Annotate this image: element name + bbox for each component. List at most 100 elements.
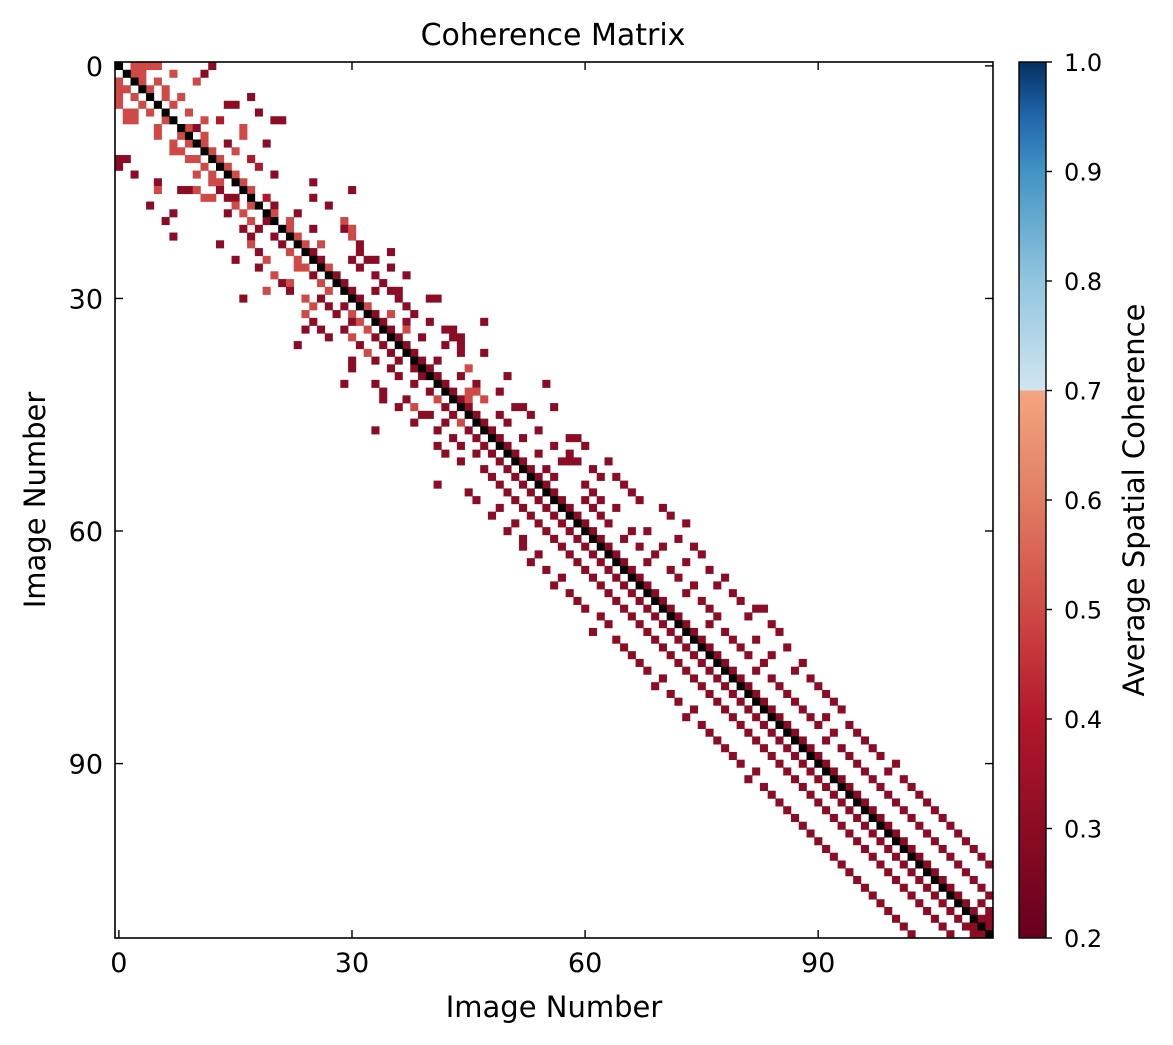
heatmap-cell (192, 155, 201, 164)
heatmap-cell (891, 829, 901, 838)
heatmap-cell (938, 899, 947, 908)
heatmap-cell (216, 155, 225, 164)
heatmap-cell (759, 720, 768, 729)
heatmap-cell (394, 372, 403, 381)
colorbar-tick-label: 0.7 (1064, 378, 1102, 406)
heatmap-cell (247, 93, 256, 102)
heatmap-cell (130, 170, 139, 179)
heatmap-cell (177, 93, 186, 102)
heatmap-cell (153, 62, 162, 71)
heatmap-cell (876, 782, 885, 792)
heatmap-cell (689, 627, 699, 636)
heatmap-cell (526, 410, 535, 419)
heatmap-cell (837, 860, 846, 869)
heatmap-cell (573, 457, 582, 466)
heatmap-cell (651, 550, 660, 559)
heatmap-cell (216, 178, 225, 187)
heatmap-cell (682, 666, 691, 675)
heatmap-cell (845, 868, 854, 877)
heatmap-cell (674, 573, 683, 582)
heatmap-cell (348, 286, 357, 295)
heatmap-cell (278, 240, 287, 249)
heatmap-cell (208, 178, 217, 187)
heatmap-cell (860, 821, 869, 830)
diagonal-cell (954, 899, 963, 908)
heatmap-cell (744, 682, 753, 691)
heatmap-cell (643, 527, 652, 536)
heatmap-cell (884, 844, 893, 854)
heatmap-cell (472, 410, 481, 419)
heatmap-cell (472, 387, 481, 396)
heatmap-cell (604, 457, 613, 466)
diagonal-cell (845, 790, 854, 799)
diagonal-cell (573, 519, 582, 528)
heatmap-cell (324, 201, 333, 210)
heatmap-cell (216, 116, 225, 125)
heatmap-cell (542, 465, 551, 474)
heatmap-cell (348, 364, 357, 373)
diagonal-cell (146, 93, 155, 102)
heatmap-cell (262, 217, 271, 226)
heatmap-cell (550, 511, 559, 520)
diagonal-cell (565, 511, 574, 520)
heatmap-cell (425, 410, 434, 419)
heatmap-cell (480, 317, 489, 326)
heatmap-cell (627, 565, 636, 574)
heatmap-cell (581, 542, 590, 551)
heatmap-cell (456, 372, 465, 381)
heatmap-cell (790, 666, 800, 675)
heatmap-cell (620, 643, 629, 652)
heatmap-cell (775, 682, 784, 691)
heatmap-cell (752, 635, 761, 644)
heatmap-cell (456, 457, 465, 466)
heatmap-cell (891, 875, 901, 885)
diagonal-cell (915, 860, 924, 869)
heatmap-cell (868, 829, 877, 838)
diagonal-cell (519, 465, 528, 474)
heatmap-cell (371, 356, 380, 365)
heatmap-cell (930, 806, 939, 815)
heatmap-cell (130, 62, 139, 71)
heatmap-cell (814, 720, 823, 729)
heatmap-cell (511, 449, 520, 458)
diagonal-cell (161, 108, 170, 117)
heatmap-cell (604, 620, 613, 629)
diagonal-cell (425, 372, 434, 381)
diagonal-cell (643, 589, 652, 598)
heatmap-cell (837, 705, 846, 714)
heatmap-cell (884, 821, 893, 830)
heatmap-cell (891, 914, 901, 923)
heatmap-cell (876, 813, 885, 823)
heatmap-cell (767, 651, 776, 660)
heatmap-cell (557, 519, 566, 528)
heatmap-cell (363, 325, 372, 334)
heatmap-cell (115, 155, 124, 164)
heatmap-cell (495, 503, 504, 512)
heatmap-cell (790, 697, 800, 706)
heatmap-cell (433, 395, 442, 404)
heatmap-cell (868, 775, 877, 784)
heatmap-cell (899, 860, 908, 869)
heatmap-cell (355, 294, 364, 303)
heatmap-cell (814, 682, 823, 691)
heatmap-cell (721, 627, 730, 636)
heatmap-cell (822, 759, 831, 768)
heatmap-cell (433, 372, 442, 381)
heatmap-cell (697, 658, 706, 667)
heatmap-cell (379, 279, 388, 288)
heatmap-cell (379, 317, 388, 326)
heatmap-cell (379, 395, 388, 404)
heatmap-cell (332, 310, 341, 319)
heatmap-cell (317, 279, 326, 288)
heatmap-cell (759, 658, 768, 667)
heatmap-cell (270, 201, 279, 210)
heatmap-cell (635, 658, 644, 667)
heatmap-cell (449, 434, 458, 443)
heatmap-cell (837, 744, 846, 753)
heatmap-cell (907, 891, 916, 900)
heatmap-cell (223, 100, 232, 109)
heatmap-cell (829, 790, 838, 799)
diagonal-cell (705, 651, 714, 660)
heatmap-cell (386, 348, 396, 357)
heatmap-cell (884, 906, 893, 916)
